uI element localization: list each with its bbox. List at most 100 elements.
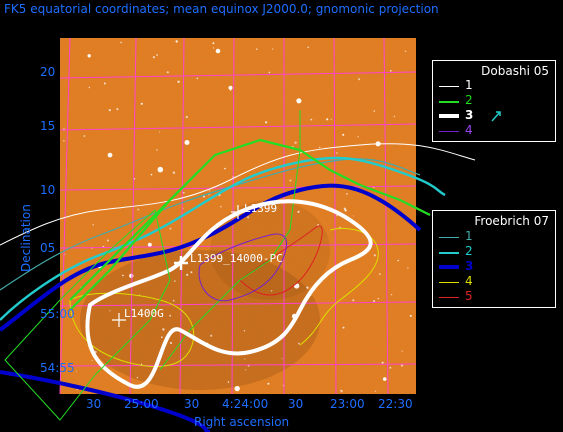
legend-item: 1 [439, 229, 549, 244]
star [244, 358, 246, 360]
x-tick-label: 23:00 [330, 397, 365, 411]
legend-item-label: 4 [465, 274, 473, 288]
y-tick-label: 55:00 [40, 307, 75, 321]
star [129, 273, 134, 278]
star [293, 283, 300, 289]
legend-swatch [439, 265, 459, 269]
star [172, 171, 176, 174]
star [228, 85, 233, 90]
plot-title: FK5 equatorial coordinates; mean equinox… [4, 2, 439, 16]
star [245, 369, 247, 371]
legend-swatch [439, 114, 459, 118]
source-label-l1400g: L1400G [124, 307, 164, 320]
froebrich07-contours [0, 156, 446, 432]
legend-swatch [439, 86, 459, 87]
star [373, 254, 376, 257]
star [208, 194, 210, 196]
star [346, 193, 348, 195]
star [190, 271, 193, 274]
star [352, 299, 355, 302]
star [336, 214, 338, 217]
dobashi-level-2-contour-inner [159, 110, 301, 371]
y-tick-label: 05 [40, 241, 55, 255]
star [340, 390, 343, 393]
star [390, 70, 392, 72]
y-tick-label: 15 [40, 119, 55, 133]
star [92, 224, 94, 226]
star [87, 54, 91, 58]
star [409, 314, 412, 317]
legend-item-label: 2 [465, 244, 473, 258]
star [330, 118, 332, 120]
legend-title: Froebrich 07 [474, 214, 549, 228]
star [182, 207, 184, 209]
star [357, 136, 359, 138]
legend-item: 2 [439, 244, 549, 259]
star [393, 115, 396, 118]
star [116, 108, 119, 111]
legend-item-label: 3 [465, 259, 474, 273]
star [381, 361, 384, 364]
star [136, 376, 139, 379]
star [159, 131, 161, 133]
star [215, 48, 221, 54]
star [106, 239, 109, 242]
star [186, 273, 189, 276]
source-label-l1399-14000-pc: L1399_14000-PC [190, 252, 283, 265]
star [377, 298, 379, 300]
legend-froebrich07: Froebrich 07 1 2 3 4 5 [432, 210, 556, 308]
star [317, 224, 320, 226]
star [108, 109, 111, 112]
star [152, 56, 155, 59]
star [373, 186, 375, 188]
star [109, 310, 111, 312]
star [162, 328, 165, 331]
froebrich-level-4-contour-east [299, 227, 379, 346]
star [389, 367, 392, 369]
source-markers [112, 205, 245, 327]
star [326, 118, 329, 121]
y-tick-label: 10 [40, 183, 55, 197]
froebrich-level-5-contour [239, 225, 323, 296]
dobashi-level-2-contour-west [69, 169, 201, 311]
star [63, 140, 65, 142]
star [103, 82, 106, 85]
dobashi-level-1-contour [0, 143, 476, 246]
star [150, 173, 153, 176]
star [336, 152, 338, 154]
star [64, 253, 66, 255]
star [270, 290, 273, 292]
star [373, 300, 376, 303]
star [296, 98, 302, 104]
y-tick-label: 20 [40, 65, 55, 79]
star [202, 195, 206, 198]
star [224, 167, 226, 170]
y-axis-ticks: 20 15 10 05 55:00 54:55 [40, 65, 75, 375]
star [256, 48, 258, 50]
star [265, 121, 268, 124]
star [212, 42, 215, 45]
legend-item: 4 [439, 123, 549, 138]
star [177, 80, 180, 84]
star [289, 179, 292, 182]
star [307, 46, 310, 49]
dobashi-level-2-contour [69, 138, 431, 301]
cursor-arrow-icon [491, 111, 501, 122]
star [140, 363, 143, 365]
star [281, 358, 283, 360]
star [182, 191, 185, 194]
star [184, 140, 190, 145]
star [169, 314, 172, 317]
x-tick-label: 30 [86, 397, 101, 411]
legend-item: 4 [439, 274, 549, 289]
legend-swatch [439, 282, 459, 283]
star [75, 370, 77, 372]
star [122, 274, 124, 277]
legend-swatch [439, 297, 459, 298]
star [297, 210, 300, 213]
star [319, 146, 321, 149]
star [166, 71, 169, 74]
y-axis-label: Declination [19, 204, 33, 272]
source-l1400g-cross [112, 313, 126, 327]
